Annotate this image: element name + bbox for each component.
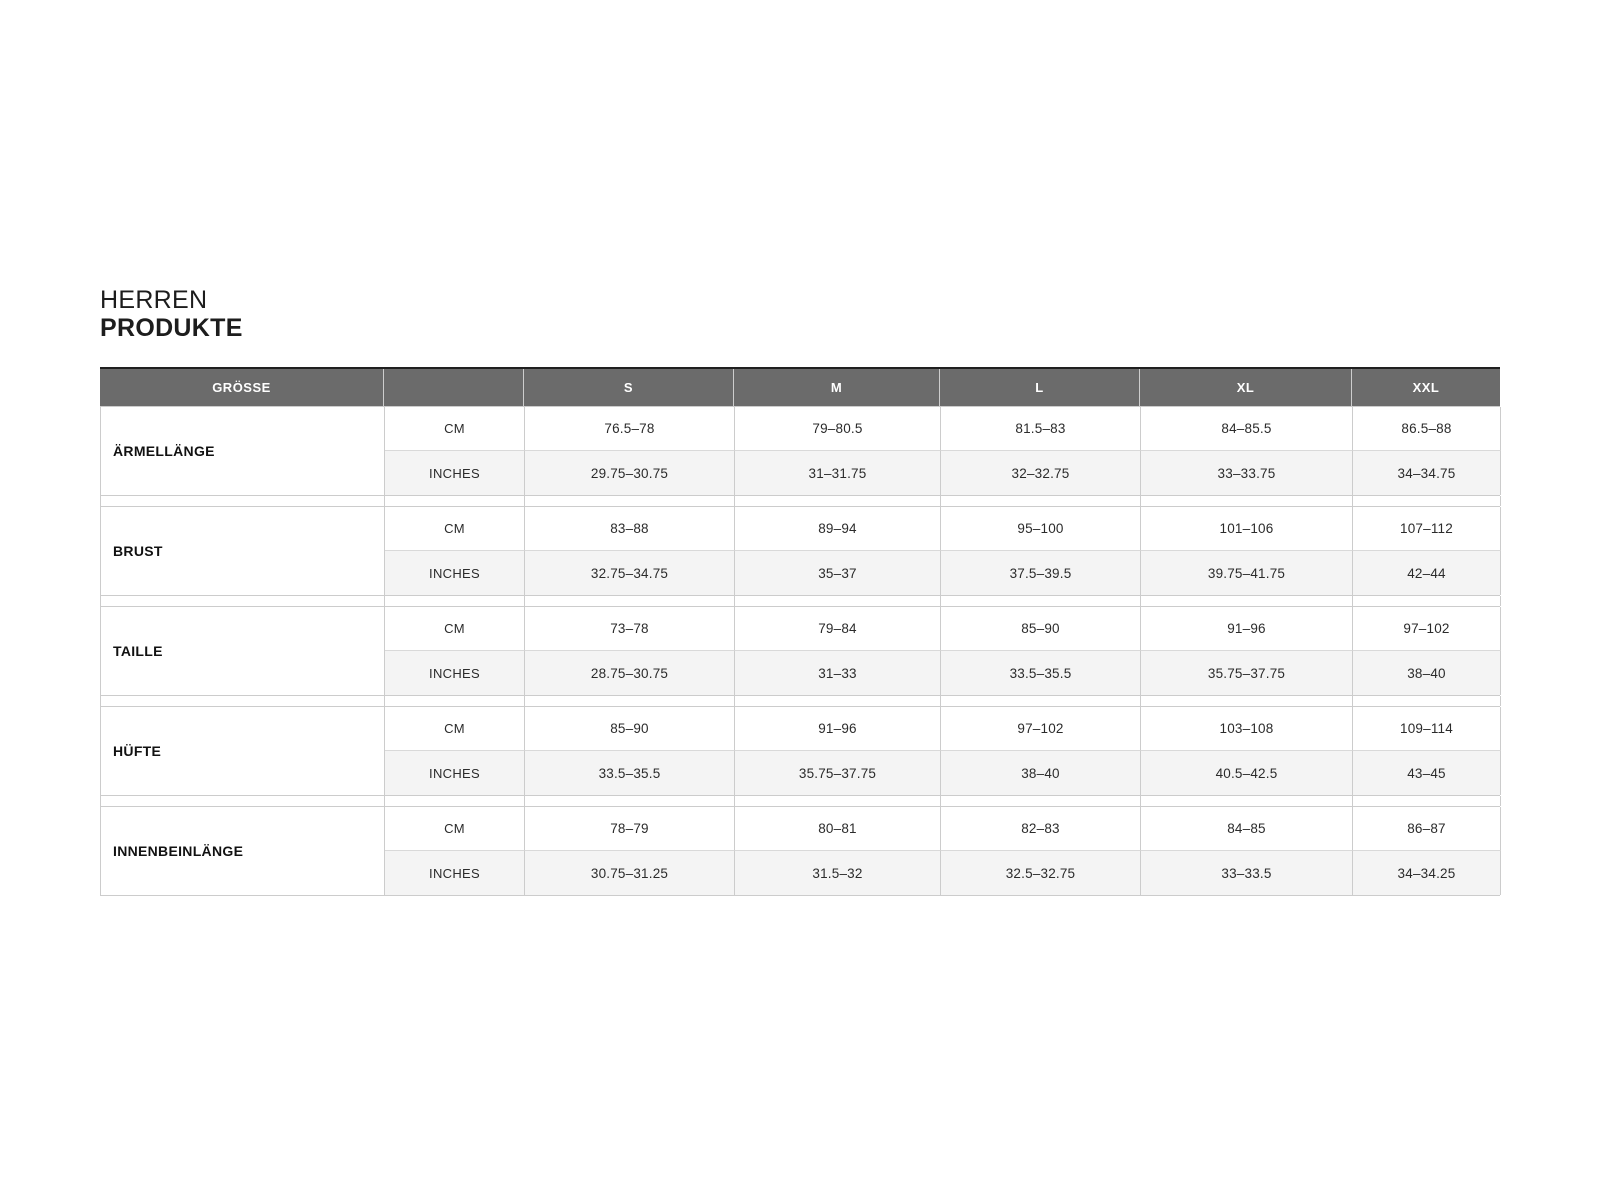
group-divider	[100, 795, 1501, 807]
measure-group-innenbeinlaenge: INNENBEINLÄNGE CM 78–79 80–81 82–83 84–8…	[100, 807, 1501, 896]
group-divider	[100, 595, 1501, 607]
value-cell: 95–100	[941, 507, 1141, 551]
value-cell: 101–106	[1141, 507, 1353, 551]
table-row-cm: CM 78–79 80–81 82–83 84–85 86–87	[385, 807, 1501, 851]
value-cell: 33–33.5	[1141, 851, 1353, 895]
page-title-line1: HERREN	[100, 286, 208, 314]
value-cell: 97–102	[1353, 607, 1501, 651]
value-cell: 31–31.75	[735, 451, 941, 495]
unit-cell: INCHES	[385, 851, 525, 895]
unit-cell: CM	[385, 807, 525, 851]
value-cell: 89–94	[735, 507, 941, 551]
unit-cell: CM	[385, 707, 525, 751]
value-cell: 81.5–83	[941, 407, 1141, 451]
value-cell: 84–85	[1141, 807, 1353, 851]
value-cell: 85–90	[525, 707, 735, 751]
page-title-line2: PRODUKTE	[100, 313, 243, 342]
value-cell: 39.75–41.75	[1141, 551, 1353, 595]
header-cell-size-l: L	[940, 369, 1140, 406]
header-cell-size-m: M	[734, 369, 940, 406]
measure-group-aermellaenge: ÄRMELLÄNGE CM 76.5–78 79–80.5 81.5–83 84…	[100, 407, 1501, 495]
group-divider	[100, 695, 1501, 707]
measure-label: ÄRMELLÄNGE	[101, 407, 385, 495]
value-cell: 32–32.75	[941, 451, 1141, 495]
size-chart-table: GRÖSSE S M L XL XXL ÄRMELLÄNGE CM 76.5–7…	[100, 367, 1501, 896]
value-cell: 109–114	[1353, 707, 1501, 751]
value-cell: 38–40	[1353, 651, 1501, 695]
value-cell: 91–96	[1141, 607, 1353, 651]
value-cell: 85–90	[941, 607, 1141, 651]
measure-group-taille: TAILLE CM 73–78 79–84 85–90 91–96 97–102…	[100, 607, 1501, 695]
value-cell: 73–78	[525, 607, 735, 651]
value-cell: 33–33.75	[1141, 451, 1353, 495]
value-cell: 83–88	[525, 507, 735, 551]
table-row-cm: CM 73–78 79–84 85–90 91–96 97–102	[385, 607, 1501, 651]
measure-label: TAILLE	[101, 607, 385, 695]
value-cell: 86.5–88	[1353, 407, 1501, 451]
value-cell: 107–112	[1353, 507, 1501, 551]
value-cell: 38–40	[941, 751, 1141, 795]
group-divider	[100, 495, 1501, 507]
value-cell: 35–37	[735, 551, 941, 595]
table-row-cm: CM 85–90 91–96 97–102 103–108 109–114	[385, 707, 1501, 751]
table-row-inches: INCHES 30.75–31.25 31.5–32 32.5–32.75 33…	[385, 851, 1501, 895]
value-cell: 34–34.75	[1353, 451, 1501, 495]
value-cell: 84–85.5	[1141, 407, 1353, 451]
unit-cell: INCHES	[385, 651, 525, 695]
header-cell-size-xxl: XXL	[1412, 380, 1440, 395]
value-cell: 86–87	[1353, 807, 1501, 851]
value-cell: 97–102	[941, 707, 1141, 751]
value-cell: 37.5–39.5	[941, 551, 1141, 595]
value-cell: 29.75–30.75	[525, 451, 735, 495]
table-row-cm: CM 76.5–78 79–80.5 81.5–83 84–85.5 86.5–…	[385, 407, 1501, 451]
value-cell: 79–84	[735, 607, 941, 651]
value-cell: 31.5–32	[735, 851, 941, 895]
measure-label: INNENBEINLÄNGE	[101, 807, 385, 895]
value-cell: 42–44	[1353, 551, 1501, 595]
measure-label: BRUST	[101, 507, 385, 595]
value-cell: 34–34.25	[1353, 851, 1501, 895]
value-cell: 31–33	[735, 651, 941, 695]
value-cell: 33.5–35.5	[525, 751, 735, 795]
table-header-row: GRÖSSE S M L XL XXL	[100, 367, 1500, 407]
value-cell: 82–83	[941, 807, 1141, 851]
value-cell: 35.75–37.75	[735, 751, 941, 795]
measure-group-brust: BRUST CM 83–88 89–94 95–100 101–106 107–…	[100, 507, 1501, 595]
table-row-cm: CM 83–88 89–94 95–100 101–106 107–112	[385, 507, 1501, 551]
unit-cell: CM	[385, 407, 525, 451]
value-cell: 30.75–31.25	[525, 851, 735, 895]
unit-cell: INCHES	[385, 751, 525, 795]
value-cell: 43–45	[1353, 751, 1501, 795]
header-cell-groesse: GRÖSSE	[100, 369, 384, 406]
header-cell-size-s: S	[524, 369, 734, 406]
value-cell: 91–96	[735, 707, 941, 751]
page-title: HERREN PRODUKTE	[100, 286, 243, 342]
value-cell: 35.75–37.75	[1141, 651, 1353, 695]
unit-cell: CM	[385, 507, 525, 551]
value-cell: 78–79	[525, 807, 735, 851]
measure-label: HÜFTE	[101, 707, 385, 795]
table-row-inches: INCHES 29.75–30.75 31–31.75 32–32.75 33–…	[385, 451, 1501, 495]
table-row-inches: INCHES 33.5–35.5 35.75–37.75 38–40 40.5–…	[385, 751, 1501, 795]
header-cell-size-xl: XL	[1140, 369, 1352, 406]
header-cell-unit	[384, 369, 524, 406]
measure-group-huefte: HÜFTE CM 85–90 91–96 97–102 103–108 109–…	[100, 707, 1501, 795]
value-cell: 76.5–78	[525, 407, 735, 451]
value-cell: 28.75–30.75	[525, 651, 735, 695]
value-cell: 32.75–34.75	[525, 551, 735, 595]
unit-cell: INCHES	[385, 451, 525, 495]
value-cell: 80–81	[735, 807, 941, 851]
table-row-inches: INCHES 32.75–34.75 35–37 37.5–39.5 39.75…	[385, 551, 1501, 595]
value-cell: 79–80.5	[735, 407, 941, 451]
value-cell: 103–108	[1141, 707, 1353, 751]
value-cell: 33.5–35.5	[941, 651, 1141, 695]
unit-cell: CM	[385, 607, 525, 651]
value-cell: 40.5–42.5	[1141, 751, 1353, 795]
table-row-inches: INCHES 28.75–30.75 31–33 33.5–35.5 35.75…	[385, 651, 1501, 695]
unit-cell: INCHES	[385, 551, 525, 595]
value-cell: 32.5–32.75	[941, 851, 1141, 895]
